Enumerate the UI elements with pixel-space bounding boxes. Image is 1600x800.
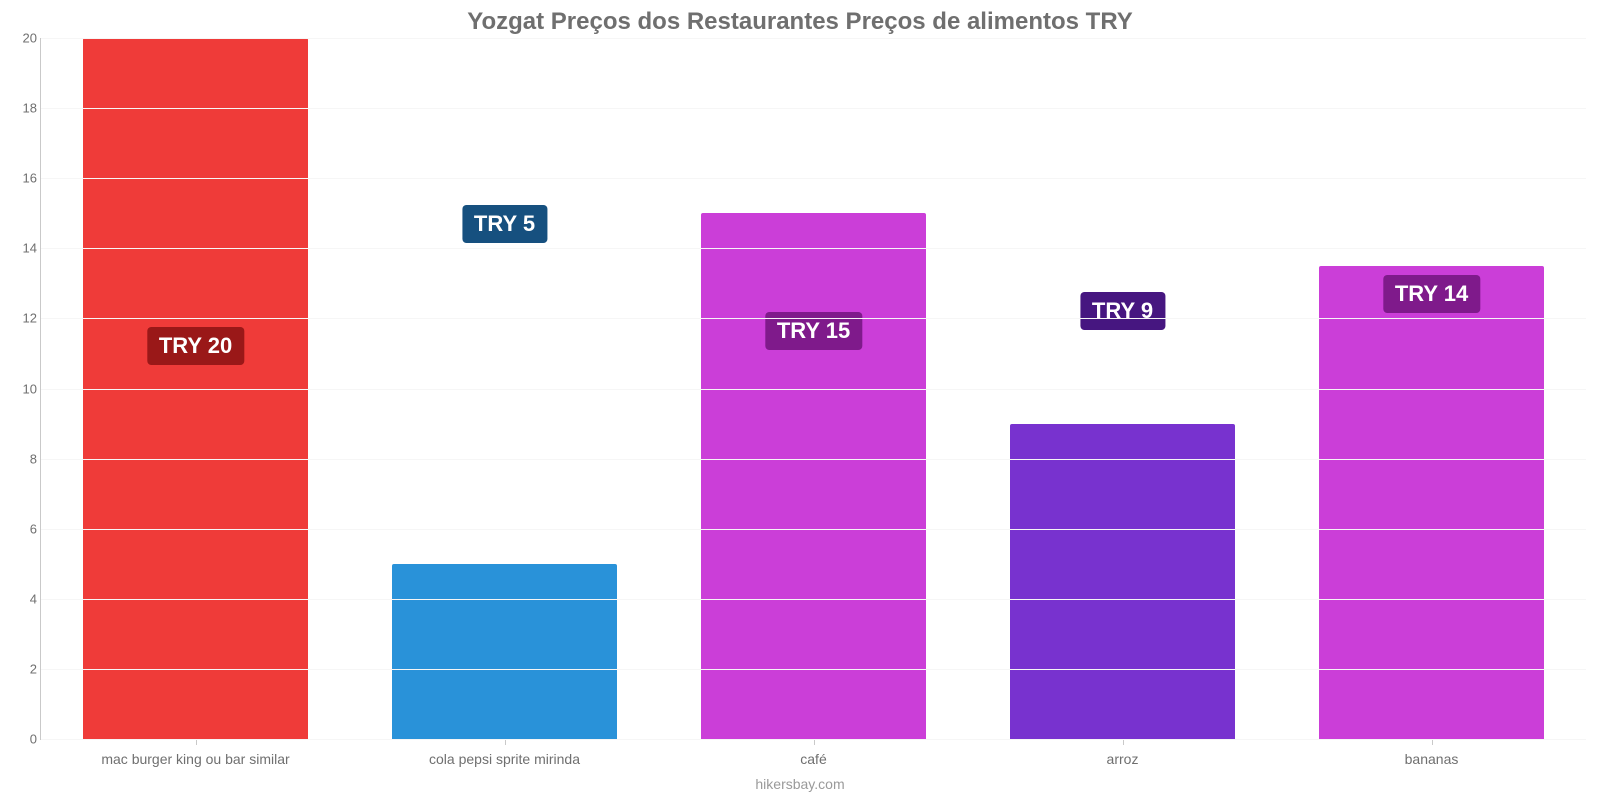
x-axis-label: bananas (1405, 751, 1459, 767)
y-axis-tick: 20 (7, 31, 37, 46)
x-axis-label: mac burger king ou bar similar (101, 751, 289, 767)
gridline (41, 38, 1586, 39)
plot-area: TRY 20mac burger king ou bar similarTRY … (40, 38, 1586, 740)
y-axis-tick: 4 (7, 591, 37, 606)
chart-credit: hikersbay.com (0, 776, 1600, 792)
x-axis-label: arroz (1107, 751, 1139, 767)
bar-value-label: TRY 14 (1383, 275, 1480, 313)
x-axis-label: café (800, 751, 826, 767)
bar-value-label: TRY 5 (462, 205, 547, 243)
y-axis-tick: 14 (7, 241, 37, 256)
y-axis-tick: 12 (7, 311, 37, 326)
y-axis-tick: 2 (7, 661, 37, 676)
gridline (41, 178, 1586, 179)
y-axis-tick: 16 (7, 171, 37, 186)
gridline (41, 739, 1586, 740)
gridline (41, 529, 1586, 530)
gridline (41, 669, 1586, 670)
price-bar-chart: Yozgat Preços dos Restaurantes Preços de… (0, 0, 1600, 800)
gridline (41, 389, 1586, 390)
gridline (41, 248, 1586, 249)
chart-title: Yozgat Preços dos Restaurantes Preços de… (0, 8, 1600, 36)
gridline (41, 459, 1586, 460)
y-axis-tick: 0 (7, 732, 37, 747)
gridline (41, 108, 1586, 109)
bar-value-label: TRY 9 (1080, 292, 1165, 330)
bar-value-label: TRY 20 (147, 327, 244, 365)
y-axis-tick: 6 (7, 521, 37, 536)
gridline (41, 599, 1586, 600)
gridline (41, 318, 1586, 319)
bar (1010, 424, 1236, 739)
y-axis-tick: 8 (7, 451, 37, 466)
bar (701, 213, 927, 739)
y-axis-tick: 10 (7, 381, 37, 396)
x-axis-label: cola pepsi sprite mirinda (429, 751, 580, 767)
bar (392, 564, 618, 739)
y-axis-tick: 18 (7, 101, 37, 116)
